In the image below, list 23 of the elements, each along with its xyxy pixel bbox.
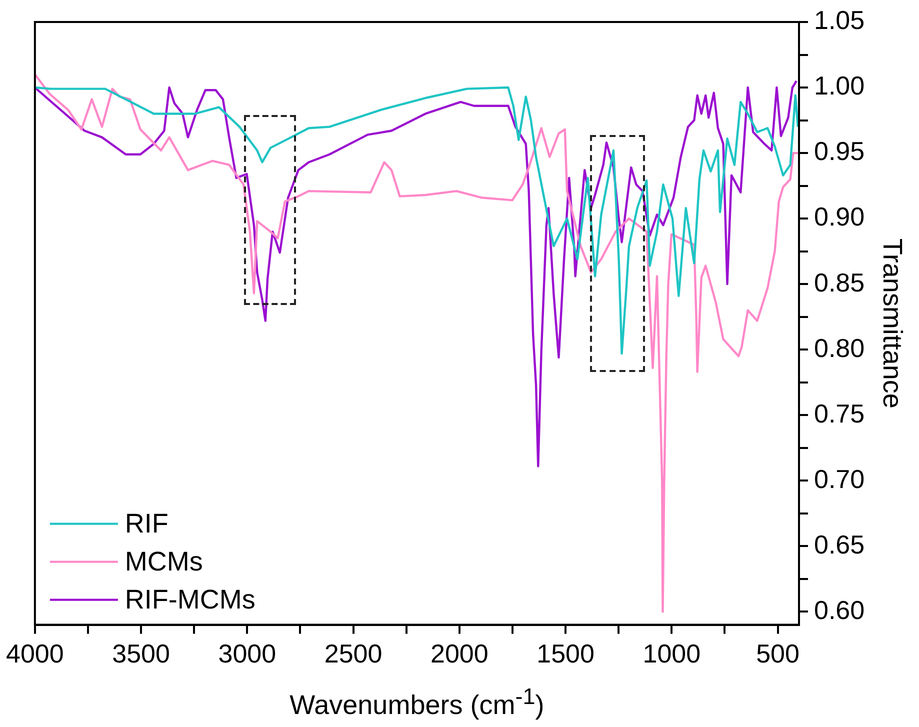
- y-tick-label: 0.90: [814, 202, 865, 232]
- y-tick-label: 0.85: [814, 267, 865, 298]
- x-tick-label: 2500: [324, 638, 382, 669]
- x-tick-label: 500: [756, 638, 800, 669]
- x-tick-label: 3500: [112, 638, 170, 669]
- legend-label: RIF: [124, 508, 168, 538]
- x-axis-title: Wavenumbers (cm$^{-1}$): [288, 684, 546, 721]
- y-tick-label: 0.75: [814, 398, 865, 428]
- legend-label: RIF-MCMs: [124, 584, 256, 614]
- x-tick-label: 4000: [6, 638, 64, 669]
- y-axis-title: Transmittance: [877, 238, 908, 408]
- y-tick-label: 0.60: [814, 594, 865, 625]
- x-tick-label: 3000: [218, 638, 276, 669]
- y-tick-label: 0.70: [814, 464, 865, 494]
- y-tick-label: 0.80: [814, 332, 865, 363]
- x-tick-label: 1500: [536, 638, 594, 669]
- legend-label: MCMs: [124, 546, 203, 576]
- y-tick-label: 0.65: [814, 529, 865, 560]
- x-tick-label: 2000: [430, 638, 488, 669]
- y-tick-label: 1.05: [814, 5, 865, 36]
- y-tick-label: 0.95: [814, 136, 865, 166]
- x-tick-label: 1000: [642, 638, 701, 669]
- y-tick-label: 1.00: [814, 70, 865, 101]
